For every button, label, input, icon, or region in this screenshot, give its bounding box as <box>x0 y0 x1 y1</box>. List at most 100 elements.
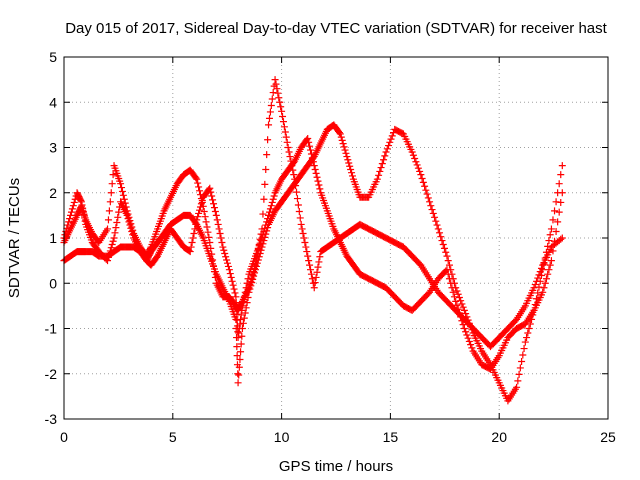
data-point <box>277 103 285 111</box>
data-point <box>280 123 288 131</box>
data-point <box>386 138 394 146</box>
data-point <box>558 189 566 197</box>
data-point <box>110 234 118 242</box>
data-point <box>445 261 453 269</box>
data-point <box>432 217 440 225</box>
data-point <box>208 250 216 258</box>
data-point <box>193 216 201 224</box>
data-point <box>193 175 201 183</box>
data-point <box>238 332 246 340</box>
data-point <box>417 171 425 179</box>
data-point <box>443 266 451 274</box>
data-point <box>233 343 241 351</box>
data-point <box>106 198 114 206</box>
data-point <box>286 153 294 161</box>
data-point <box>348 169 356 177</box>
data-point <box>235 325 243 332</box>
data-point <box>200 207 208 215</box>
data-point <box>261 224 269 232</box>
data-point <box>117 180 125 188</box>
data-point <box>453 301 461 309</box>
data-point <box>242 304 250 312</box>
data-point <box>239 319 247 327</box>
data-point <box>290 171 298 179</box>
data-point <box>238 302 246 310</box>
data-point <box>225 266 233 274</box>
data-point <box>113 218 121 226</box>
data-point <box>341 146 349 154</box>
data-point <box>293 195 301 203</box>
data-point <box>194 213 202 221</box>
data-point <box>119 191 127 199</box>
data-point <box>263 151 271 159</box>
data-point <box>294 201 302 209</box>
data-point <box>310 284 318 292</box>
data-point <box>544 270 552 278</box>
data-point <box>343 153 351 161</box>
data-point <box>442 248 450 256</box>
x-axis-label: GPS time / hours <box>279 458 393 475</box>
y-axis-label: SDTVAR / TECUs <box>6 178 23 298</box>
data-point <box>228 277 236 285</box>
data-point <box>237 315 245 323</box>
data-point <box>423 190 431 198</box>
data-point <box>552 228 560 236</box>
data-point <box>190 229 198 237</box>
data-point <box>124 215 132 223</box>
data-point <box>455 293 463 301</box>
data-point <box>104 257 112 265</box>
data-point <box>216 229 224 237</box>
data-point <box>454 290 462 298</box>
data-point <box>458 317 466 325</box>
data-point <box>291 175 299 183</box>
data-point <box>310 162 318 170</box>
data-point <box>207 244 215 252</box>
data-point <box>375 171 383 179</box>
data-point <box>241 288 249 296</box>
data-point <box>413 161 421 169</box>
data-point <box>196 187 204 195</box>
data-point <box>342 149 350 157</box>
data-point <box>240 293 248 301</box>
data-point <box>104 253 112 261</box>
data-point <box>299 229 307 237</box>
data-point <box>274 89 282 97</box>
data-point <box>203 223 211 231</box>
data-point <box>126 221 134 229</box>
data-point <box>516 364 524 372</box>
data-point <box>220 246 228 254</box>
data-point <box>224 262 232 270</box>
data-point <box>557 171 565 179</box>
y-tick-label: -1 <box>45 321 58 337</box>
data-point <box>534 274 542 282</box>
data-point <box>314 177 322 185</box>
data-point <box>431 213 439 221</box>
data-point <box>236 320 244 328</box>
data-point <box>557 198 565 206</box>
data-point <box>237 311 245 319</box>
data-point <box>81 217 89 225</box>
data-point <box>214 220 222 228</box>
data-point <box>233 352 241 360</box>
data-point <box>237 348 245 356</box>
data-point <box>445 275 453 283</box>
data-point <box>454 305 462 313</box>
data-point <box>433 221 441 229</box>
data-point <box>238 306 246 314</box>
data-point <box>234 379 242 387</box>
data-point <box>112 224 120 232</box>
data-point <box>311 279 319 287</box>
data-point <box>313 173 321 181</box>
data-point <box>211 207 219 215</box>
data-point <box>192 174 200 182</box>
data-point <box>547 257 555 265</box>
data-point <box>462 328 470 336</box>
data-point <box>264 215 272 223</box>
data-point <box>376 167 384 175</box>
data-point <box>464 334 472 342</box>
data-point <box>531 281 539 289</box>
data-point <box>536 268 544 276</box>
data-point <box>345 159 353 167</box>
data-point <box>521 338 529 346</box>
